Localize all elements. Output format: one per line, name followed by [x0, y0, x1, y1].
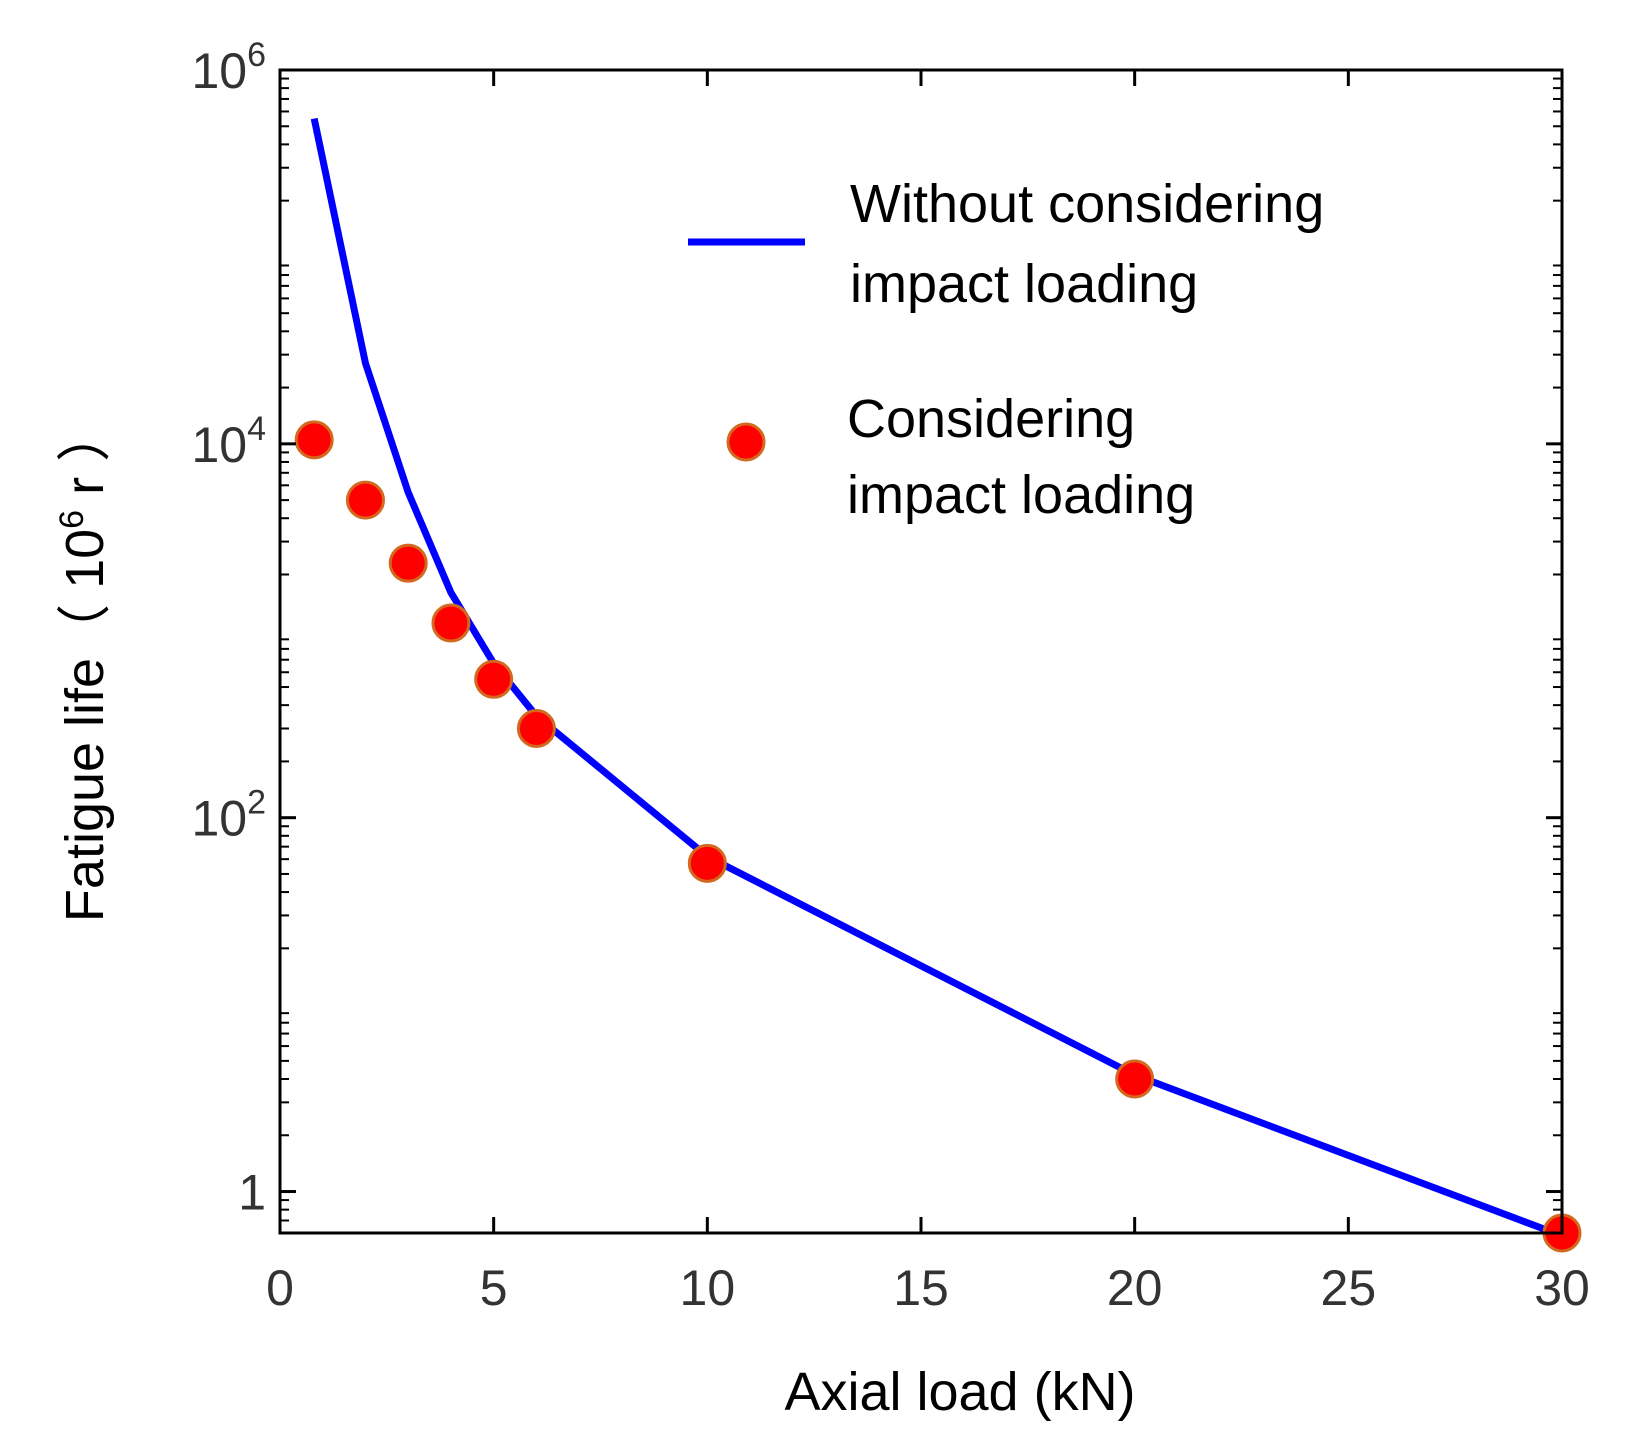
y-tick-label: 102: [191, 784, 266, 847]
x-axis-title: Axial load (kN): [784, 1362, 1135, 1422]
minor-ticks: [280, 77, 1562, 1234]
data-point: [294, 420, 334, 460]
tick-labels: 0 5 10 15 20 25 30 1 102 104 106: [191, 36, 1589, 1316]
x-tick-label: 5: [480, 1260, 508, 1316]
data-point: [474, 659, 514, 699]
y-axis-title-main: Fatigue life: [55, 658, 115, 922]
y-axis-title-unit-exp: 6: [53, 510, 91, 529]
axis-ticks: [278, 68, 1564, 1233]
data-point: [516, 709, 556, 749]
y-axis-title-unit-open: （ 10: [55, 529, 115, 658]
data-point: [388, 543, 428, 583]
legend: Without considering impact loading Consi…: [688, 174, 1324, 525]
x-tick-label: 10: [680, 1260, 736, 1316]
y-tick-label: 104: [191, 410, 266, 473]
x-tick-label: 0: [266, 1260, 294, 1316]
x-tick-label: 30: [1534, 1260, 1590, 1316]
plot-frame: [278, 68, 1564, 1235]
legend-label-line-1: Without considering: [850, 174, 1324, 234]
data-point: [345, 480, 385, 520]
x-tick-label: 15: [893, 1260, 949, 1316]
data-point: [687, 843, 727, 883]
legend-label-marker-1: Considering: [847, 389, 1135, 449]
y-tick-label: 1: [238, 1165, 266, 1221]
legend-label-line-2: impact loading: [850, 254, 1198, 314]
y-axis-title: Fatigue life（ 106 r ）: [53, 408, 115, 922]
data-point: [1115, 1059, 1155, 1099]
data-point: [431, 603, 471, 643]
y-tick-label: 106: [191, 36, 266, 99]
legend-label-marker-2: impact loading: [847, 465, 1195, 525]
x-tick-label: 20: [1107, 1260, 1163, 1316]
y-axis-title-unit-close: r ）: [55, 408, 115, 510]
legend-marker-swatch: [726, 422, 766, 462]
x-tick-label: 25: [1321, 1260, 1377, 1316]
